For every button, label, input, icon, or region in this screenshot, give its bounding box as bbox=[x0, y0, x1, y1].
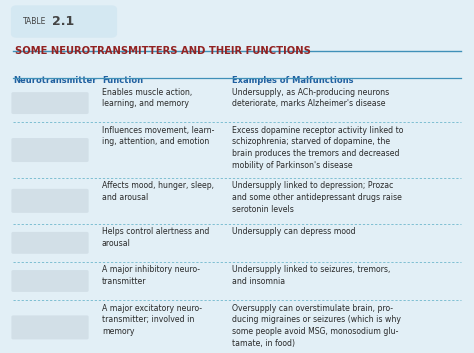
Text: Undersupply linked to depression; Prozac
and some other antidepressant drugs rai: Undersupply linked to depression; Prozac… bbox=[232, 181, 402, 214]
Text: Neurotransmitter: Neurotransmitter bbox=[13, 76, 97, 85]
FancyBboxPatch shape bbox=[11, 138, 89, 162]
FancyBboxPatch shape bbox=[11, 270, 89, 292]
Text: Helps control alertness and
arousal: Helps control alertness and arousal bbox=[102, 227, 210, 248]
Text: TABLE: TABLE bbox=[23, 17, 46, 26]
Text: Undersupply, as ACh-producing neurons
deteriorate, marks Alzheimer's disease: Undersupply, as ACh-producing neurons de… bbox=[232, 88, 390, 108]
Text: Oversupply can overstimulate brain, pro-
ducing migraines or seizures (which is : Oversupply can overstimulate brain, pro-… bbox=[232, 304, 401, 348]
Text: Affects mood, hunger, sleep,
and arousal: Affects mood, hunger, sleep, and arousal bbox=[102, 181, 214, 202]
Text: Influences movement, learn-
ing, attention, and emotion: Influences movement, learn- ing, attenti… bbox=[102, 126, 214, 146]
Text: A major excitatory neuro-
transmitter; involved in
memory: A major excitatory neuro- transmitter; i… bbox=[102, 304, 202, 336]
FancyBboxPatch shape bbox=[11, 232, 89, 254]
FancyBboxPatch shape bbox=[11, 316, 89, 340]
Text: Excess dopamine receptor activity linked to
schizophrenia; starved of dopamine, : Excess dopamine receptor activity linked… bbox=[232, 126, 404, 170]
Text: Undersupply can depress mood: Undersupply can depress mood bbox=[232, 227, 356, 236]
Text: Enables muscle action,
learning, and memory: Enables muscle action, learning, and mem… bbox=[102, 88, 192, 108]
Text: Undersupply linked to seizures, tremors,
and insomnia: Undersupply linked to seizures, tremors,… bbox=[232, 265, 391, 286]
FancyBboxPatch shape bbox=[11, 189, 89, 213]
FancyBboxPatch shape bbox=[11, 92, 89, 114]
Text: A major inhibitory neuro-
transmitter: A major inhibitory neuro- transmitter bbox=[102, 265, 200, 286]
Text: Examples of Malfunctions: Examples of Malfunctions bbox=[232, 76, 354, 85]
FancyBboxPatch shape bbox=[11, 5, 117, 38]
Text: 2.1: 2.1 bbox=[52, 15, 74, 28]
Text: Function: Function bbox=[102, 76, 143, 85]
Text: SOME NEUROTRANSMITTERS AND THEIR FUNCTIONS: SOME NEUROTRANSMITTERS AND THEIR FUNCTIO… bbox=[15, 46, 311, 56]
